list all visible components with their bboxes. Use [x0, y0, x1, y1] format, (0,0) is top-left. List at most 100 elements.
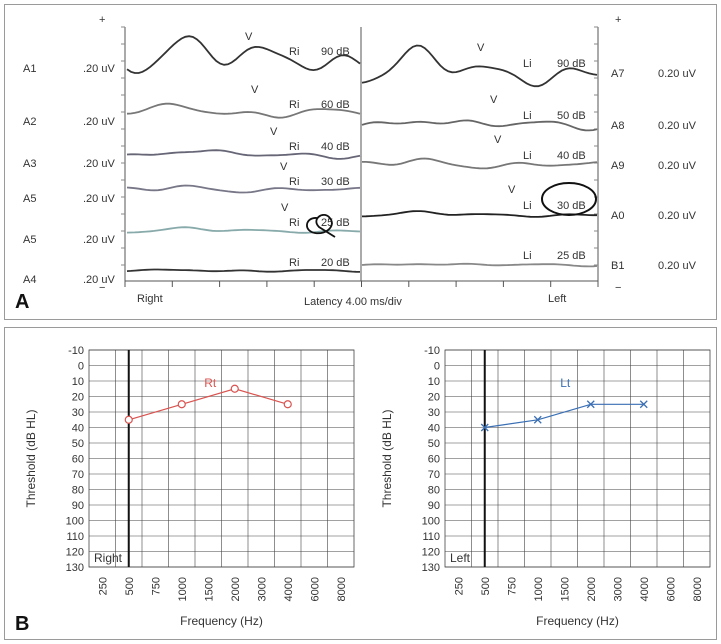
- minus-marker-right: −: [615, 282, 621, 294]
- left-ear-label: Li: [523, 110, 532, 122]
- y-tick-label: 110: [422, 531, 440, 543]
- plus-marker-left: +: [99, 14, 105, 26]
- left-scale-label: 0.20 uV: [658, 210, 697, 222]
- right-ear-label: Ri: [289, 46, 299, 58]
- right-waveform: [126, 35, 361, 74]
- right-ear-label: Ri: [289, 217, 299, 229]
- y-tick-label: 60: [428, 454, 440, 466]
- wave-v-marker: V: [251, 84, 259, 96]
- abr-waveform-figure: A + − + − Right Left Latency 4.00 ms/div…: [15, 14, 697, 313]
- y-tick-label: 100: [66, 516, 84, 528]
- y-tick-label: 120: [422, 547, 440, 559]
- y-tick-label: 80: [428, 485, 440, 497]
- left-ear-label: Li: [523, 200, 532, 212]
- side-label-right: Right: [137, 293, 163, 305]
- x-axis-label: Frequency (Hz): [180, 614, 263, 628]
- left-scale-label: 0.20 uV: [658, 120, 697, 132]
- x-tick-label: 1500: [203, 577, 215, 601]
- threshold-point-circle: [124, 415, 133, 424]
- left-channel-label: A9: [611, 160, 624, 172]
- y-tick-label: 30: [428, 407, 440, 419]
- right-waveform: [126, 268, 361, 273]
- y-tick-label: 130: [66, 562, 84, 574]
- left-ear-label: Li: [523, 58, 532, 70]
- right-level-label: 40 dB: [321, 141, 350, 153]
- panel-a-letter: A: [15, 291, 29, 313]
- wave-v-marker: V: [494, 134, 502, 146]
- right-scale-label: .20 uV: [83, 193, 115, 205]
- right-waveform: [126, 102, 361, 119]
- y-tick-label: 100: [422, 516, 440, 528]
- threshold-mark-right: [306, 214, 336, 238]
- right-level-label: 25 dB: [321, 217, 350, 229]
- threshold-point-x: [480, 423, 489, 432]
- threshold-point-circle: [177, 400, 186, 409]
- right-level-label: 30 dB: [321, 176, 350, 188]
- minus-marker-left: −: [99, 282, 105, 294]
- y-tick-label: 90: [428, 500, 440, 512]
- right-waveform: [126, 149, 361, 160]
- right-scale-label: .20 uV: [83, 116, 115, 128]
- series-label: Lt: [560, 376, 571, 390]
- y-tick-label: 20: [72, 392, 84, 404]
- side-label-left: Left: [548, 293, 566, 305]
- ear-label: Left: [450, 551, 471, 565]
- right-waveform: [126, 226, 361, 234]
- left-scale-label: 0.20 uV: [658, 260, 697, 272]
- threshold-point-x: [533, 415, 542, 424]
- x-tick-label: 750: [150, 577, 162, 595]
- right-ear-label: Ri: [289, 141, 299, 153]
- x-tick-label: 2000: [586, 577, 598, 601]
- wave-v-marker: V: [281, 202, 289, 214]
- right-level-label: 20 dB: [321, 257, 350, 269]
- x-tick-label: 250: [453, 577, 465, 595]
- threshold-point-circle: [230, 384, 239, 393]
- y-tick-label: 0: [78, 361, 84, 373]
- audiogram-panel: B -10 0 10 20 30 40 50 60 70 80 90 100 110 120 130 250 5…: [4, 327, 717, 640]
- x-tick-label: 750: [506, 577, 518, 595]
- abr-panel: A + − + − Right Left Latency 4.00 ms/div…: [4, 4, 717, 320]
- panel-b-letter: B: [15, 613, 29, 635]
- x-tick-label: 3000: [612, 577, 624, 601]
- x-axis-label: Frequency (Hz): [536, 614, 619, 628]
- x-tick-label: 3000: [256, 577, 268, 601]
- left-waveform: [361, 119, 598, 132]
- right-scale-label: .20 uV: [83, 234, 115, 246]
- x-tick-label: 500: [480, 577, 492, 595]
- x-tick-label: 4000: [283, 577, 295, 601]
- x-tick-label: 6000: [309, 577, 321, 601]
- y-tick-label: 130: [422, 562, 440, 574]
- x-tick-label: 6000: [665, 577, 677, 601]
- right-channel-label: A2: [23, 116, 36, 128]
- plus-marker-right: +: [615, 14, 621, 26]
- x-tick-label: 1000: [177, 577, 189, 601]
- left-level-label: 30 dB: [557, 200, 586, 212]
- y-tick-label: 20: [428, 392, 440, 404]
- x-tick-label: 8000: [336, 577, 348, 601]
- x-tick-label: 1500: [559, 577, 571, 601]
- y-tick-label: -10: [68, 345, 84, 357]
- right-channel-label: A4: [23, 274, 36, 286]
- x-tick-label: 500: [124, 577, 136, 595]
- left-channel-label: B1: [611, 260, 624, 272]
- left-waveform: [361, 44, 598, 88]
- left-level-label: 50 dB: [557, 110, 586, 122]
- latency-label: Latency 4.00 ms/div: [304, 296, 402, 308]
- y-tick-label: 40: [72, 423, 84, 435]
- x-tick-label: 2000: [230, 577, 242, 601]
- right-scale-label: .20 uV: [83, 274, 115, 286]
- right-level-label: 90 dB: [321, 46, 350, 58]
- x-tick-label: 4000: [639, 577, 651, 601]
- wave-v-marker: V: [490, 94, 498, 106]
- y-tick-label: 0: [434, 361, 440, 373]
- right-ear-label: Ri: [289, 257, 299, 269]
- threshold-mark-left: [541, 182, 597, 216]
- threshold-series-line: [484, 403, 644, 429]
- series-label: Rt: [204, 376, 217, 390]
- left-level-label: 90 dB: [557, 58, 586, 70]
- y-tick-label: 90: [72, 500, 84, 512]
- right-channel-label: A5: [23, 234, 36, 246]
- wave-v-marker: V: [280, 161, 288, 173]
- left-waveform: [362, 157, 598, 170]
- right-ear-label: Ri: [289, 99, 299, 111]
